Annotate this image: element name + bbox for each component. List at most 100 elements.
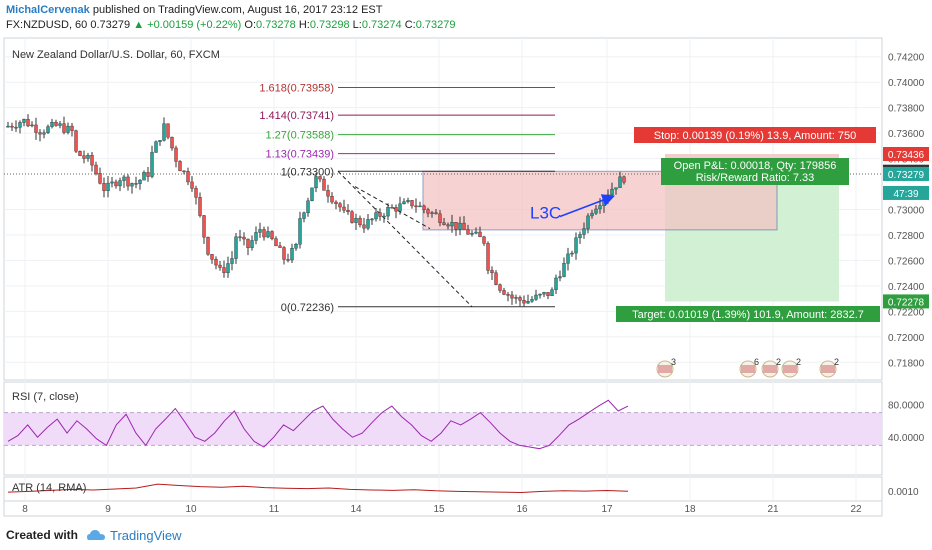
candle-down <box>190 181 194 189</box>
event-flag-stripe <box>741 365 755 373</box>
event-flag-stripe <box>763 365 777 373</box>
candle-down <box>278 245 282 248</box>
candle-down <box>198 197 202 216</box>
stop-label-bg <box>634 127 876 143</box>
candle-up <box>370 218 374 221</box>
candle-down <box>422 205 426 210</box>
candle-down <box>490 270 494 274</box>
candle-up <box>458 222 462 230</box>
candle-down <box>26 119 30 127</box>
event-flag-stripe <box>783 365 797 373</box>
candle-up <box>6 125 10 128</box>
candle-down <box>262 229 266 238</box>
close-label: C: <box>404 19 416 31</box>
time-tick-label: 15 <box>433 504 445 515</box>
candle-down <box>218 264 222 268</box>
candle-down <box>214 259 218 266</box>
time-tick-label: 18 <box>684 504 696 515</box>
candle-up <box>538 293 542 296</box>
candle-up <box>598 205 602 210</box>
candle-down <box>202 215 206 238</box>
candle-down <box>274 238 278 247</box>
tradingview-link[interactable]: TradingView <box>110 527 182 543</box>
candle-down <box>322 178 326 191</box>
candle-down <box>270 231 274 239</box>
open-label: O: <box>244 19 257 31</box>
candle-up <box>106 182 110 191</box>
candle-down <box>502 290 506 295</box>
up-triangle-icon: ▲ <box>133 19 145 31</box>
event-count: 2 <box>776 357 781 367</box>
candle-up <box>50 122 54 127</box>
price-tick-label: 0.74200 <box>888 53 925 64</box>
price-tick-label: 0.72600 <box>888 256 925 267</box>
rsi-band <box>4 412 882 446</box>
atr-indicator: 0.0010 <box>7 483 919 498</box>
time-axis-frame <box>3 500 883 517</box>
candle-up <box>618 176 622 188</box>
open-value: 0.73278 <box>256 19 296 31</box>
candle-up <box>142 172 146 181</box>
candle-down <box>414 205 418 208</box>
candle-up <box>290 248 294 261</box>
candle-down <box>166 123 170 138</box>
price-tag: 0.73436 <box>888 150 925 161</box>
candle-up <box>470 232 474 235</box>
candle-up <box>530 299 534 302</box>
candle-down <box>146 172 150 177</box>
time-tick-label: 14 <box>350 504 362 515</box>
candle-up <box>258 229 262 233</box>
price-tick-label: 0.73600 <box>888 129 925 140</box>
candle-up <box>398 203 402 212</box>
pattern-label: L3C <box>530 203 561 222</box>
l3c-arrow <box>559 194 615 218</box>
price-tick-label: 0.73800 <box>888 104 925 115</box>
event-count: 2 <box>796 357 801 367</box>
candle-down <box>446 224 450 227</box>
candle-down <box>134 183 138 185</box>
candle-down <box>78 151 82 156</box>
chart-title: New Zealand Dollar/U.S. Dollar, 60, FXCM <box>12 49 220 61</box>
candle-down <box>174 147 178 162</box>
candle-down <box>94 164 98 174</box>
candle-up <box>570 252 574 255</box>
high-value: 0.73298 <box>309 19 350 31</box>
price-tag: 0.72278 <box>888 297 925 308</box>
publish-line: MichalCervenak published on TradingView.… <box>6 3 383 17</box>
candle-up <box>594 208 598 214</box>
candle-up <box>150 152 154 177</box>
price-tick-label: 0.72200 <box>888 307 925 318</box>
candle-up <box>122 176 126 181</box>
close-value: 0.73279 <box>415 19 456 31</box>
fib-level-label: 1.414(0.73741) <box>259 110 334 122</box>
candle-down <box>622 176 626 183</box>
candle-down <box>362 224 366 229</box>
author-link[interactable]: MichalCervenak <box>6 4 90 16</box>
symbol-line: FX:NZDUSD, 60 0.73279 ▲ +0.00159 (+0.22%… <box>6 18 455 32</box>
time-axis: 8 9 10 11 14 15 16 17 18 21 22 <box>22 504 862 515</box>
footer: Created with TradingView <box>6 526 182 544</box>
candle-up <box>138 179 142 184</box>
candle-up <box>550 289 554 296</box>
event-flag-stripe <box>821 365 835 373</box>
candle-down <box>454 222 458 230</box>
candle-down <box>438 213 442 223</box>
target-label-bg <box>616 306 880 322</box>
candle-up <box>110 181 114 184</box>
candle-up <box>130 183 134 187</box>
candle-down <box>178 161 182 172</box>
candle-down <box>318 176 322 180</box>
candle-up <box>574 237 578 254</box>
rsi-title: RSI (7, close) <box>12 391 79 403</box>
candle-up <box>30 124 34 127</box>
price-tick-label: 0.72800 <box>888 231 925 242</box>
candle-up <box>234 236 238 259</box>
candle-up <box>66 125 70 133</box>
candle-up <box>314 176 318 189</box>
candle-up <box>582 228 586 235</box>
candle-up <box>558 276 562 279</box>
candle-up <box>526 301 530 304</box>
dashed-trendline-1 <box>337 170 473 308</box>
event-badges[interactable]: 3 6 2 2 2 <box>656 357 839 378</box>
